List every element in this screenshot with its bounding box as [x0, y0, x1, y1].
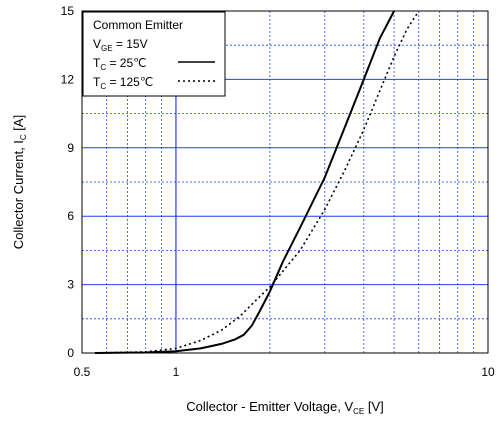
- legend-entry-25c: TC = 25℃: [93, 56, 147, 72]
- series-line-dotted: [94, 10, 420, 354]
- tick-labels: 0.5 1 10 0 3 6 9 12 15: [61, 4, 495, 379]
- y-tick-label: 0: [67, 346, 74, 360]
- y-tick-label: 15: [61, 4, 75, 18]
- x-tick-label: 1: [173, 365, 180, 379]
- x-tick-label: 0.5: [74, 365, 91, 379]
- x-axis-label: Collector - Emitter Voltage, VCE [V]: [186, 399, 384, 416]
- legend-box: [82, 11, 226, 97]
- y-tick-label: 12: [61, 72, 75, 86]
- legend-entry-125c: TC = 125℃: [93, 75, 153, 91]
- y-tick-label: 3: [67, 278, 74, 292]
- series-line-solid: [94, 10, 395, 354]
- plot-area-frame: [81, 10, 489, 354]
- y-axis-label: Collector Current, IC [A]: [11, 115, 28, 249]
- series-layer: [94, 10, 420, 354]
- legend-condition: VGE = 15V: [93, 37, 148, 53]
- x-tick-label: 10: [481, 365, 495, 379]
- y-tick-label: 6: [67, 209, 74, 223]
- legend: Common Emitter VGE = 15V TC = 25℃ TC = 1…: [82, 11, 226, 97]
- y-tick-label: 9: [67, 141, 74, 155]
- legend-title: Common Emitter: [93, 18, 183, 32]
